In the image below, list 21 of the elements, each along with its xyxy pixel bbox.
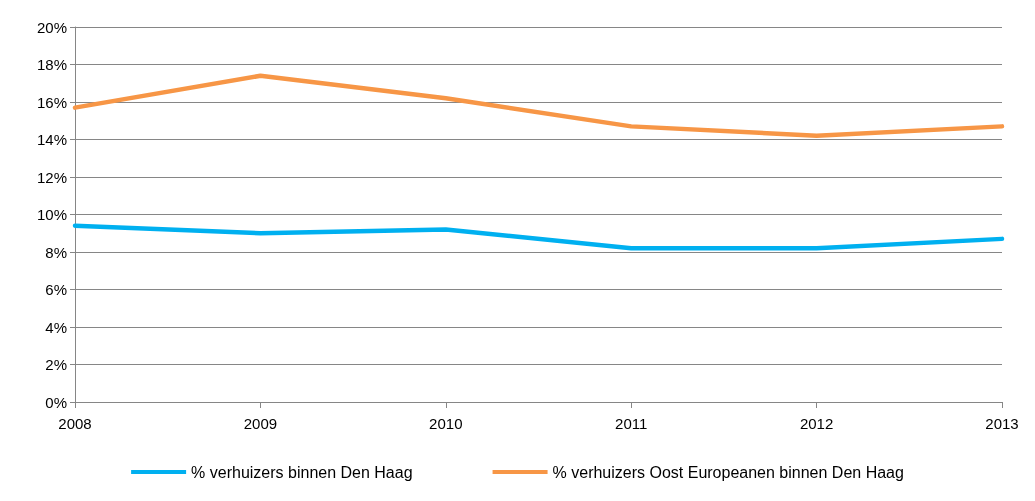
legend-label: % verhuizers Oost Europeanen binnen Den Haag bbox=[552, 463, 904, 481]
y-tick-label: 2% bbox=[45, 356, 67, 373]
x-tick-label: 2012 bbox=[799, 415, 834, 432]
y-tick-label: 12% bbox=[36, 168, 67, 186]
y-tick-label: 20% bbox=[36, 18, 67, 36]
line-series bbox=[72, 73, 1005, 138]
x-tick-label: 2013 bbox=[985, 415, 1019, 432]
x-tick-label: 2008 bbox=[58, 415, 92, 432]
x-tick-label: 2011 bbox=[615, 415, 648, 432]
y-tick-label: 4% bbox=[45, 318, 67, 336]
y-tick-label: 16% bbox=[36, 93, 67, 111]
y-tick-label: 8% bbox=[45, 243, 67, 261]
y-tick-label: 6% bbox=[45, 281, 67, 298]
y-tick-label: 14% bbox=[36, 131, 67, 148]
x-tick-label: 2009 bbox=[243, 415, 278, 432]
legend-label: % verhuizers binnen Den Haag bbox=[191, 463, 413, 481]
y-tick-label: 18% bbox=[36, 56, 67, 73]
line-series bbox=[72, 223, 1005, 251]
y-tick-label: 0% bbox=[45, 393, 67, 411]
y-tick-label: 10% bbox=[36, 206, 67, 223]
x-tick-label: 2010 bbox=[429, 415, 463, 432]
